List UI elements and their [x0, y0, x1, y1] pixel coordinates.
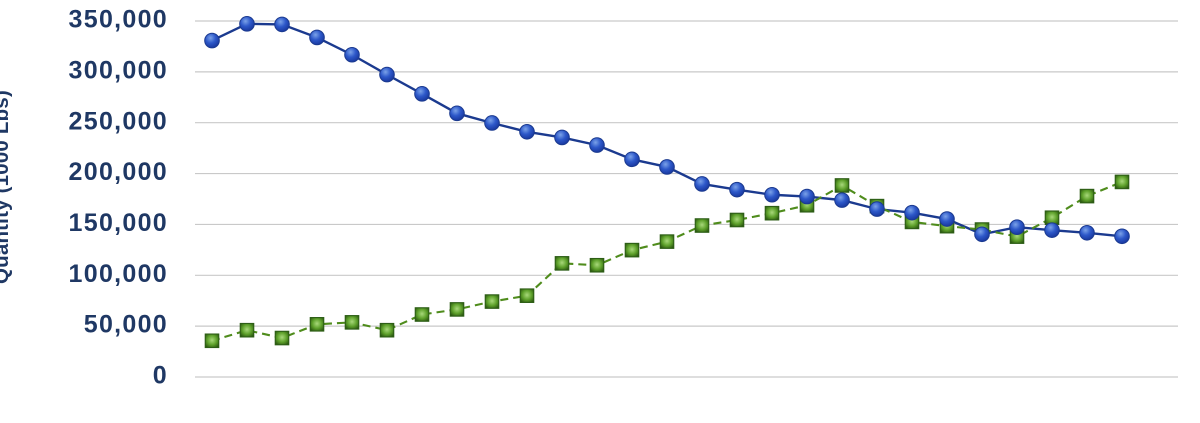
svg-text:50,000: 50,000 [84, 311, 168, 339]
svg-text:300,000: 300,000 [69, 56, 168, 84]
svg-text:250,000: 250,000 [69, 107, 168, 135]
svg-text:200,000: 200,000 [69, 158, 168, 186]
svg-text:0: 0 [153, 362, 168, 390]
svg-text:350,000: 350,000 [69, 6, 168, 34]
svg-text:100,000: 100,000 [69, 260, 168, 288]
svg-text:150,000: 150,000 [69, 209, 168, 237]
